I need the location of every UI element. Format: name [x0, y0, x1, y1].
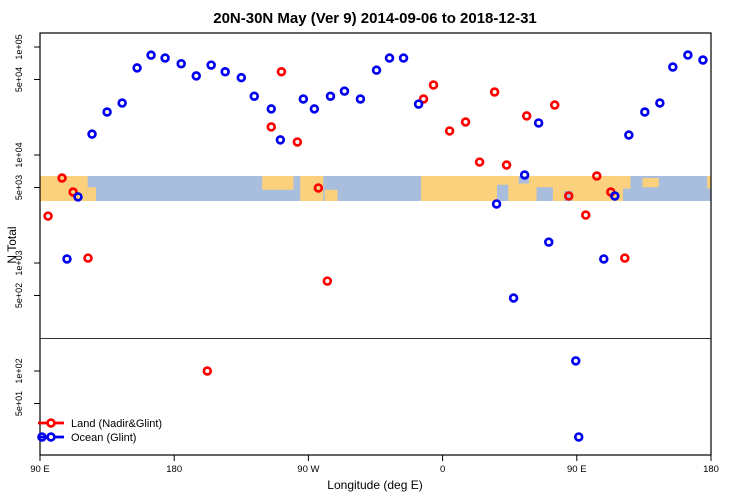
data-point-land: [592, 171, 602, 181]
y-tick-label: 1e+05: [14, 34, 24, 59]
data-point-ocean: [371, 65, 382, 75]
data-point-ocean: [624, 130, 634, 140]
map-band-land: [642, 178, 659, 188]
data-point-land: [580, 210, 591, 220]
map-band-land: [300, 176, 324, 201]
data-point-ocean: [73, 192, 83, 202]
data-point-ocean: [413, 99, 424, 109]
plot-frame: [39, 32, 712, 456]
data-point-land: [489, 87, 500, 97]
chart-title: 20N-30N May (Ver 9) 2014-09-06 to 2018-1…: [213, 10, 537, 27]
data-point-ocean: [62, 254, 72, 264]
y-tick-label: 5e+03: [14, 175, 24, 200]
map-band-ocean-gap: [536, 187, 553, 201]
data-point-land: [620, 253, 630, 263]
data-point-ocean: [160, 53, 170, 63]
y-tick-label: 5e+02: [14, 283, 24, 308]
data-point-land: [266, 122, 277, 132]
data-point-ocean: [339, 86, 350, 96]
data-point-ocean: [683, 50, 693, 60]
x-tick-label: 90 E: [567, 464, 587, 475]
data-point-ocean: [325, 91, 336, 101]
x-tick-label: 90 E: [30, 464, 50, 475]
legend-marker: [46, 432, 56, 442]
data-point-ocean: [146, 50, 156, 60]
y-tick-label: 5e+04: [14, 67, 24, 92]
x-tick-label: 180: [703, 464, 719, 475]
map-band-land: [262, 176, 294, 190]
data-point-land: [549, 100, 560, 110]
data-point-ocean: [599, 254, 609, 264]
data-point-land: [83, 253, 93, 263]
legend-label: Ocean (Glint): [71, 432, 136, 444]
data-point-ocean: [206, 60, 216, 70]
data-point-ocean: [298, 94, 309, 104]
x-axis-title: Longitude (deg E): [327, 478, 423, 492]
data-point-land: [292, 137, 303, 147]
data-point-ocean: [132, 63, 142, 73]
data-point-ocean: [309, 104, 320, 114]
x-tick-label: 0: [440, 464, 445, 475]
data-point-land: [444, 126, 455, 136]
data-point-land: [202, 366, 213, 376]
data-point-ocean: [176, 58, 186, 69]
data-point-ocean: [668, 62, 678, 72]
data-point-land: [276, 66, 287, 77]
data-point-ocean: [571, 356, 581, 366]
data-point-land: [474, 157, 485, 167]
y-tick-label: 1e+03: [14, 250, 24, 275]
data-point-ocean: [533, 118, 544, 128]
data-point-ocean: [117, 98, 127, 108]
map-band-land: [707, 176, 711, 189]
x-tick-label: 180: [166, 464, 182, 475]
data-point-ocean: [655, 98, 665, 108]
data-point-land: [563, 191, 574, 201]
data-point-land: [460, 117, 471, 127]
map-band-ocean-gap: [518, 176, 530, 184]
map-band-ocean-gap: [564, 191, 573, 201]
data-point-ocean: [491, 199, 502, 209]
data-point-ocean: [398, 53, 409, 63]
data-point-land: [313, 183, 324, 193]
legend-marker: [46, 418, 56, 428]
data-point-ocean: [544, 237, 554, 247]
x-tick-label: 90 W: [297, 464, 319, 475]
data-point-land: [57, 173, 67, 183]
data-point-ocean: [236, 72, 247, 83]
data-point-ocean: [102, 107, 112, 117]
data-point-ocean: [519, 170, 530, 180]
data-point-land: [428, 80, 439, 90]
data-point-land: [43, 211, 53, 221]
data-point-ocean: [508, 293, 519, 303]
data-point-ocean: [355, 94, 366, 104]
map-band-land: [623, 176, 631, 189]
data-point-land: [521, 111, 532, 121]
data-point-land: [501, 160, 512, 170]
map-band-land: [87, 187, 96, 201]
data-point-ocean: [384, 53, 395, 63]
map-band-ocean-gap: [497, 184, 509, 201]
data-point-ocean: [698, 55, 708, 65]
data-point-ocean: [640, 107, 650, 117]
data-point-land: [418, 94, 429, 104]
data-point-ocean: [573, 432, 584, 442]
data-point-ocean: [610, 191, 620, 201]
legend-label: Land (Nadir&Glint): [71, 418, 162, 430]
y-tick-label: 1e+04: [14, 142, 24, 167]
data-point-ocean: [87, 129, 97, 139]
data-point-ocean: [249, 91, 260, 101]
map-band-land: [324, 189, 338, 201]
data-point-ocean: [266, 104, 277, 114]
data-point-ocean: [220, 66, 230, 77]
y-tick-label: 5e+01: [14, 391, 24, 416]
data-point-ocean: [275, 135, 286, 145]
y-tick-label: 1e+02: [14, 358, 24, 383]
data-point-ocean: [191, 71, 202, 81]
data-point-land: [322, 276, 333, 286]
data-point-land: [68, 187, 78, 197]
